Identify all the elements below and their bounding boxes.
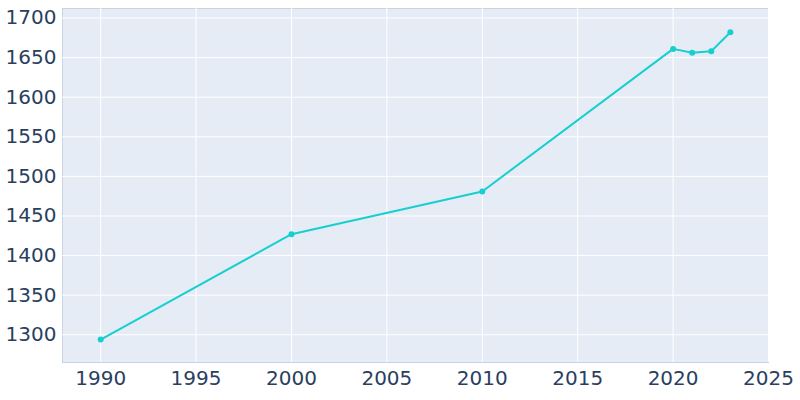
svg-text:1650: 1650 (6, 45, 57, 69)
svg-text:1550: 1550 (6, 124, 57, 148)
svg-text:1995: 1995 (171, 366, 222, 390)
svg-text:2005: 2005 (361, 366, 412, 390)
svg-text:2025: 2025 (743, 366, 794, 390)
svg-text:1990: 1990 (75, 366, 126, 390)
svg-text:1300: 1300 (6, 322, 57, 346)
svg-text:1450: 1450 (6, 203, 57, 227)
svg-text:2010: 2010 (457, 366, 508, 390)
svg-text:2000: 2000 (266, 366, 317, 390)
svg-text:1350: 1350 (6, 283, 57, 307)
svg-text:1600: 1600 (6, 85, 57, 109)
svg-text:2015: 2015 (552, 366, 603, 390)
svg-text:1700: 1700 (6, 5, 57, 29)
svg-text:2020: 2020 (648, 366, 699, 390)
svg-text:1500: 1500 (6, 164, 57, 188)
svg-text:1400: 1400 (6, 243, 57, 267)
